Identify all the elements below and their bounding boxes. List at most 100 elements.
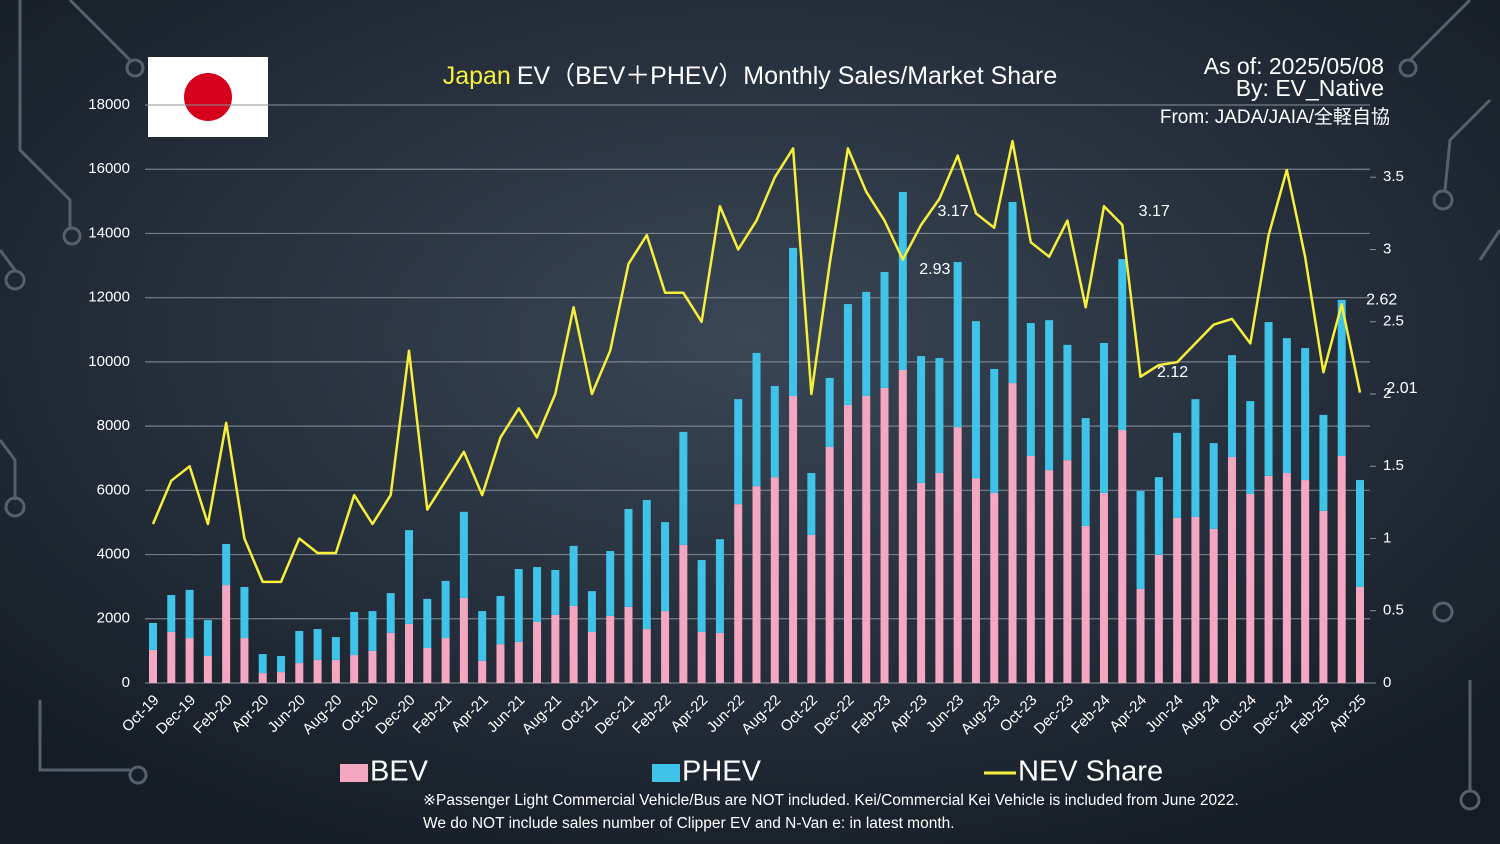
legend-swatch xyxy=(340,764,368,782)
bar-phev xyxy=(368,611,377,651)
bar-phev xyxy=(222,543,231,586)
bar-phev xyxy=(1264,322,1273,476)
bar-bev xyxy=(203,656,212,683)
bar-bev xyxy=(478,660,487,683)
bar-bev xyxy=(1282,472,1291,683)
bar-phev xyxy=(386,593,395,633)
bar-bev xyxy=(1081,525,1090,683)
as-of: As of: 2025/05/08 xyxy=(1204,53,1384,79)
bar-bev xyxy=(1227,456,1236,683)
bar-bev xyxy=(514,641,523,683)
bar-bev xyxy=(734,504,743,683)
bar-phev xyxy=(843,304,852,405)
bar-phev xyxy=(1118,259,1127,430)
footnote: ※Passenger Light Commercial Vehicle/Bus … xyxy=(423,792,1239,809)
bar-bev xyxy=(1154,554,1163,683)
bar-phev xyxy=(917,356,926,483)
bar-phev xyxy=(697,560,706,632)
footnote: We do NOT include sales number of Clippe… xyxy=(423,815,955,832)
bar-phev xyxy=(1337,299,1346,456)
bar-phev xyxy=(1154,477,1163,555)
bar-phev xyxy=(405,530,414,624)
y-tick-label: 6000 xyxy=(97,481,130,498)
y-tick-label: 14000 xyxy=(88,224,130,241)
bar-phev xyxy=(770,385,779,478)
bar-phev xyxy=(1008,201,1017,384)
share-label: 3.17 xyxy=(938,203,969,220)
bar-bev xyxy=(587,631,596,683)
bar-bev xyxy=(1063,460,1072,683)
bar-phev xyxy=(1173,432,1182,518)
bar-phev xyxy=(1356,480,1364,587)
bar-phev xyxy=(587,591,596,632)
bar-bev xyxy=(295,663,304,683)
bar-bev xyxy=(1356,586,1364,683)
bar-bev xyxy=(386,632,395,683)
bar-phev xyxy=(1246,401,1255,494)
bar-bev xyxy=(441,638,450,683)
bar-phev xyxy=(990,368,999,493)
bar-bev xyxy=(569,605,578,683)
bar-phev xyxy=(533,567,542,622)
circuit-decoration xyxy=(0,0,1500,811)
bar-phev xyxy=(715,539,724,633)
bar-phev xyxy=(1227,355,1236,457)
bar-phev xyxy=(295,630,304,664)
bar-phev xyxy=(459,511,468,598)
bar-bev xyxy=(935,472,944,683)
bar-bev xyxy=(770,477,779,683)
bar-phev xyxy=(789,247,798,396)
bar-phev xyxy=(1191,399,1200,517)
share-label: 2.12 xyxy=(1157,364,1188,381)
bar-bev xyxy=(1008,383,1017,683)
y2-tick-label: 0 xyxy=(1383,674,1391,691)
bar-bev xyxy=(789,395,798,683)
bar-phev xyxy=(167,595,176,632)
bar-bev xyxy=(898,369,907,683)
bar-bev xyxy=(258,673,267,683)
bar-phev xyxy=(277,656,286,673)
bar-phev xyxy=(1209,443,1218,529)
bar-phev xyxy=(953,262,962,428)
bar-phev xyxy=(752,352,761,487)
bar-phev xyxy=(514,569,523,642)
bar-phev xyxy=(642,499,651,630)
y-tick-label: 4000 xyxy=(97,546,130,563)
bar-bev xyxy=(222,585,231,683)
bar-bev xyxy=(825,446,834,683)
bar-phev xyxy=(679,431,688,545)
bar-phev xyxy=(606,551,615,616)
bar-phev xyxy=(1063,344,1072,461)
bar-bev xyxy=(624,606,633,683)
bar-bev xyxy=(715,632,724,683)
bar-bev xyxy=(551,614,560,683)
bar-phev xyxy=(971,321,980,479)
source: From: JADA/JAIA/全軽自協 xyxy=(1160,106,1390,128)
bar-bev xyxy=(1191,516,1200,683)
flag-sun xyxy=(184,73,232,121)
bar-bev xyxy=(697,631,706,683)
y-tick-label: 12000 xyxy=(88,289,130,306)
bar-phev xyxy=(185,589,194,639)
y2-tick-label: 1.5 xyxy=(1383,457,1404,474)
bar-bev xyxy=(661,611,670,683)
share-label: 3.17 xyxy=(1139,203,1170,220)
y2-tick-label: 2.5 xyxy=(1383,313,1404,330)
bar-bev xyxy=(1173,517,1182,683)
bar-bev xyxy=(405,623,414,683)
bar-bev xyxy=(277,672,286,683)
bar-bev xyxy=(1136,588,1145,683)
bar-phev xyxy=(1099,342,1108,493)
bar-bev xyxy=(350,655,359,683)
bar-phev xyxy=(1081,418,1090,526)
bar-bev xyxy=(1337,455,1346,683)
bar-bev xyxy=(1319,510,1328,683)
bar-bev xyxy=(313,659,322,683)
bar-bev xyxy=(862,395,871,683)
y2-tick-label: 0.5 xyxy=(1383,602,1404,619)
bar-phev xyxy=(880,271,889,388)
bar-phev xyxy=(624,508,633,607)
y-tick-label: 2000 xyxy=(97,610,130,627)
bar-phev xyxy=(478,611,487,661)
